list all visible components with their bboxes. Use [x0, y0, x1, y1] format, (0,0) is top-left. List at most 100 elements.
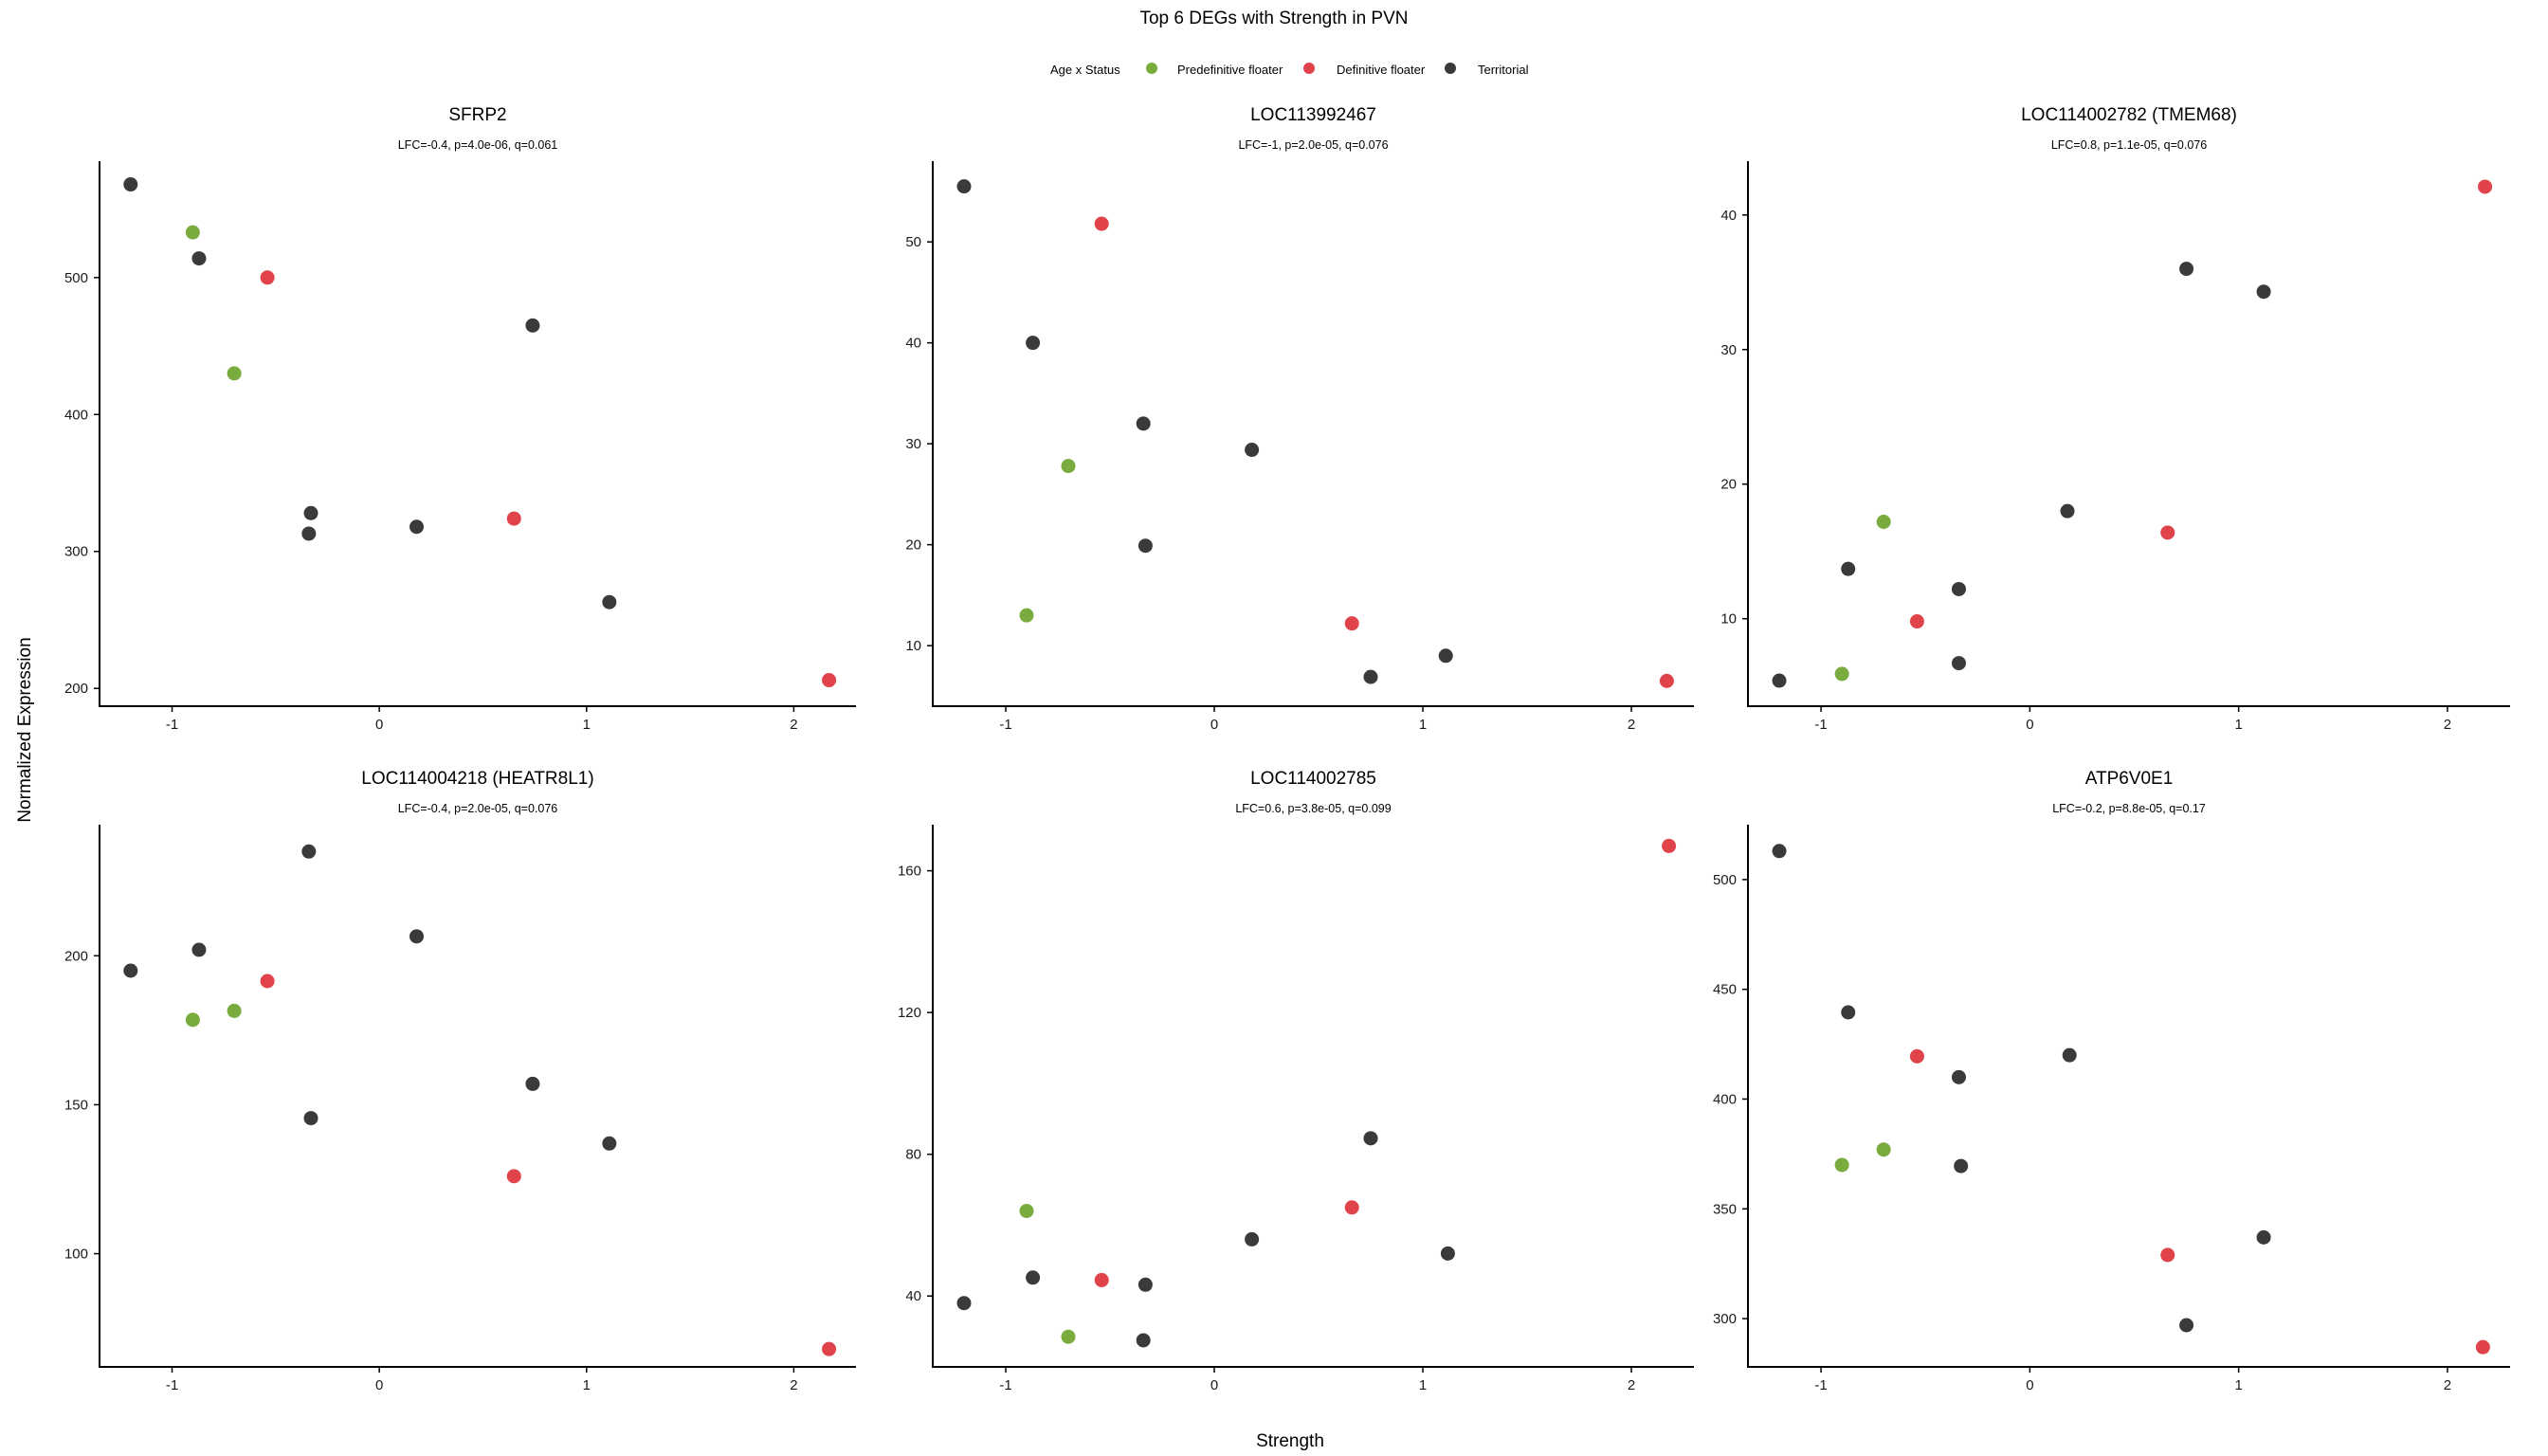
x-tick-label: 1	[583, 1377, 591, 1393]
data-point-terr	[1438, 648, 1453, 664]
x-tick-label: 0	[1210, 1377, 1218, 1393]
data-point-def	[1094, 216, 1109, 231]
data-point-terr	[1841, 561, 1856, 576]
data-point-def	[1662, 838, 1677, 853]
x-tick-label: 0	[375, 1377, 383, 1393]
y-tick-label: 30	[1720, 342, 1737, 358]
data-point-predef	[1061, 1329, 1076, 1344]
x-tick-label: 1	[2234, 1377, 2242, 1393]
panel-subtitle: LFC=0.8, p=1.1e-05, q=0.076	[2051, 138, 2207, 152]
x-tick-label: 1	[1419, 717, 1427, 733]
data-point-def	[1909, 614, 1924, 629]
data-point-predef	[1876, 1142, 1891, 1157]
data-point-terr	[602, 594, 617, 610]
panel-3: LOC114002782 (TMEM68) LFC=0.8, p=1.1e-05,…	[1720, 105, 2510, 733]
data-point-predef	[1061, 459, 1076, 474]
data-point-predef	[1876, 514, 1891, 529]
panel-6: ATP6V0E1 LFC=-0.2, p=8.8e-05, q=0.17 -1 0 1 2…	[1713, 769, 2510, 1393]
x-tick-label: -1	[999, 1377, 1011, 1393]
x-tick-label: -1	[166, 1377, 178, 1393]
data-point-terr	[1954, 1158, 1969, 1174]
figure-title: Top 6 DEGs with Strength in PVN	[1139, 9, 1408, 28]
y-axis-title: Normalized Expression	[15, 637, 35, 822]
data-point-terr	[191, 251, 207, 266]
x-tick-label: 0	[2026, 1377, 2033, 1393]
data-point-terr	[2179, 262, 2194, 277]
data-point-def	[822, 673, 837, 688]
y-tick-label: 200	[64, 681, 88, 697]
data-point-def	[822, 1341, 837, 1356]
data-point-predef	[1834, 1157, 1849, 1173]
data-point-def	[2160, 525, 2175, 540]
data-point-terr	[1772, 844, 1787, 859]
data-point-terr	[303, 505, 318, 520]
legend-swatch-predefinitive	[1146, 63, 1157, 74]
legend-label-territorial: Territorial	[1478, 63, 1529, 77]
data-point-terr	[1363, 669, 1378, 684]
data-point-def	[2160, 1247, 2175, 1263]
data-point-terr	[123, 963, 138, 978]
x-tick-label: 0	[1210, 717, 1218, 733]
y-tick-label: 500	[1713, 872, 1737, 888]
y-tick-label: 500	[64, 270, 88, 286]
panel-subtitle: LFC=-0.4, p=2.0e-05, q=0.076	[398, 802, 558, 815]
panel-5: LOC114002785 LFC=0.6, p=3.8e-05, q=0.099 -…	[898, 769, 1694, 1393]
panel-2: LOC113992467 LFC=-1, p=2.0e-05, q=0.076 -1…	[905, 105, 1694, 733]
x-tick-label: 1	[583, 717, 591, 733]
legend-title: Age x Status	[1050, 63, 1120, 77]
y-tick-label: 350	[1713, 1201, 1737, 1217]
panel-title: LOC114002782 (TMEM68)	[2021, 105, 2237, 125]
y-tick-label: 300	[1713, 1311, 1737, 1327]
data-point-terr	[1772, 673, 1787, 688]
panel-title: LOC114004218 (HEATR8L1)	[361, 769, 593, 789]
x-tick-label: -1	[999, 717, 1011, 733]
y-tick-label: 150	[64, 1097, 88, 1113]
data-point-terr	[956, 179, 972, 194]
data-point-terr	[410, 929, 425, 944]
data-point-def	[506, 1169, 521, 1184]
data-point-terr	[301, 844, 317, 859]
y-tick-label: 40	[1720, 208, 1737, 224]
data-point-terr	[525, 318, 540, 333]
data-point-terr	[1138, 538, 1153, 554]
y-tick-label: 200	[64, 948, 88, 964]
data-point-terr	[1245, 1231, 1260, 1247]
x-tick-label: 2	[2444, 717, 2451, 733]
panel-subtitle: LFC=0.6, p=3.8e-05, q=0.099	[1235, 802, 1391, 815]
y-tick-label: 20	[905, 537, 921, 554]
data-point-def	[260, 974, 275, 989]
panel-subtitle: LFC=-0.4, p=4.0e-06, q=0.061	[398, 138, 558, 152]
data-point-predef	[185, 225, 200, 240]
data-point-terr	[1026, 1270, 1041, 1285]
data-point-terr	[191, 942, 207, 957]
y-tick-label: 80	[905, 1147, 921, 1163]
legend-swatch-definitive	[1303, 63, 1315, 74]
legend-label-predefinitive: Predefinitive floater	[1177, 63, 1283, 77]
x-tick-label: 2	[790, 1377, 797, 1393]
data-point-predef	[185, 1012, 200, 1028]
data-point-terr	[303, 1111, 318, 1126]
data-point-terr	[2256, 1229, 2271, 1245]
data-point-terr	[2060, 503, 2075, 519]
x-tick-label: 2	[2444, 1377, 2451, 1393]
panel-subtitle: LFC=-1, p=2.0e-05, q=0.076	[1238, 138, 1388, 152]
panel-4: LOC114004218 (HEATR8L1) LFC=-0.4, p=2.0e-…	[64, 769, 856, 1393]
y-tick-label: 20	[1720, 477, 1737, 493]
data-point-terr	[956, 1296, 972, 1311]
y-tick-label: 160	[898, 864, 921, 880]
y-tick-label: 10	[905, 638, 921, 654]
x-tick-label: 0	[375, 717, 383, 733]
data-point-terr	[123, 177, 138, 192]
x-tick-label: 2	[790, 717, 797, 733]
data-point-terr	[1951, 656, 1966, 671]
x-tick-label: 2	[1628, 717, 1635, 733]
y-tick-label: 450	[1713, 982, 1737, 998]
panel-title: SFRP2	[448, 105, 506, 125]
data-point-terr	[2062, 1047, 2077, 1063]
y-tick-label: 100	[64, 1247, 88, 1263]
y-tick-label: 400	[1713, 1091, 1737, 1107]
data-point-predef	[1019, 1204, 1034, 1219]
data-point-predef	[1834, 666, 1849, 682]
